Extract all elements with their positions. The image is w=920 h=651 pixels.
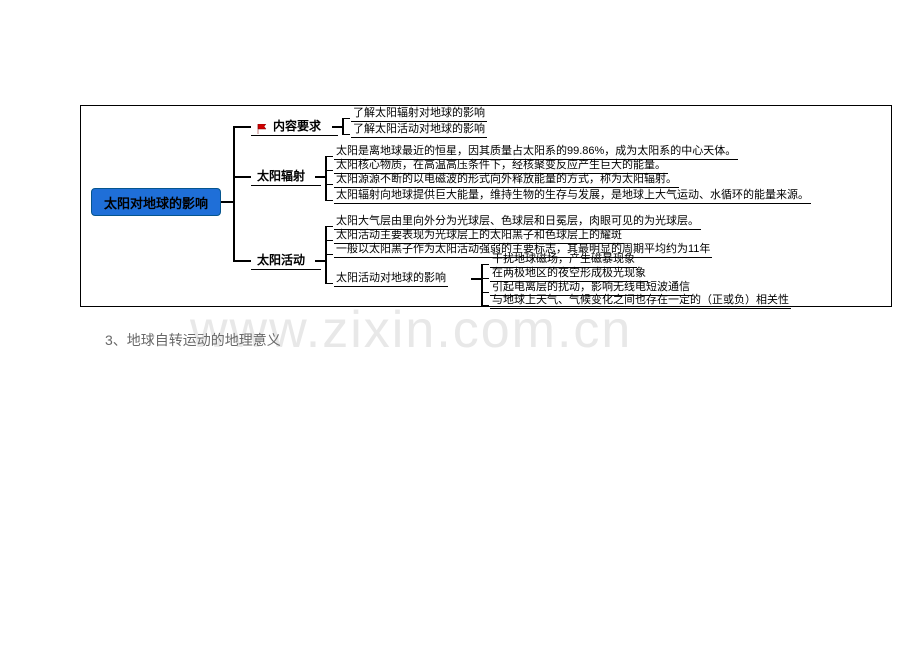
connector: [221, 201, 233, 203]
connector: [233, 126, 235, 261]
connector: [233, 126, 251, 128]
connector: [325, 184, 333, 185]
connector: [325, 170, 333, 171]
branch-activity-label: 太阳活动: [257, 251, 305, 268]
leaf-req-2: 了解太阳活动对地球的影响: [351, 122, 487, 138]
connector: [325, 226, 327, 284]
branch-radiation-label: 太阳辐射: [257, 167, 305, 184]
connector: [325, 283, 333, 284]
figure-caption: 3、地球自转运动的地理意义: [105, 330, 281, 350]
branch-requirements-label: 内容要求: [273, 117, 321, 134]
connector: [481, 278, 489, 279]
mindmap-container: 太阳对地球的影响 内容要求 了解太阳辐射对地球的影响 了解太阳活动对地球的影响 …: [80, 105, 892, 307]
root-node: 太阳对地球的影响: [91, 188, 221, 216]
connector: [342, 134, 350, 135]
flag-icon: [257, 124, 269, 134]
root-label: 太阳对地球的影响: [104, 193, 208, 212]
connector: [315, 260, 325, 262]
connector: [342, 118, 344, 135]
branch-activity: 太阳活动: [251, 250, 321, 270]
leaf-rad-4: 太阳辐射向地球提供巨大能量，维持生物的生存与发展，是地球上大气运动、水循环的能量…: [334, 188, 811, 204]
leaf-req-1: 了解太阳辐射对地球的影响: [351, 106, 487, 122]
connector: [325, 240, 333, 241]
connector: [325, 200, 333, 201]
leaf-sub-4: 与地球上天气、气候变化之间也存在一定的（正或负）相关性: [490, 293, 791, 309]
leaf-rad-3: 太阳源源不断的以电磁波的形式向外释放能量的方式，称为太阳辐射。: [334, 172, 679, 188]
connector: [325, 156, 327, 201]
connector: [332, 126, 342, 128]
connector: [325, 156, 333, 157]
connector: [481, 305, 489, 306]
connector: [233, 260, 251, 262]
branch-requirements: 内容要求: [251, 116, 338, 136]
connector: [342, 118, 350, 119]
connector: [233, 176, 251, 178]
branch-radiation: 太阳辐射: [251, 166, 321, 186]
connector: [471, 278, 481, 280]
connector: [315, 176, 325, 178]
connector: [325, 226, 333, 227]
sub-branch-effects: 太阳活动对地球的影响: [334, 271, 448, 287]
connector: [481, 264, 489, 265]
connector: [325, 254, 333, 255]
connector: [481, 292, 489, 293]
connector: [481, 264, 483, 306]
